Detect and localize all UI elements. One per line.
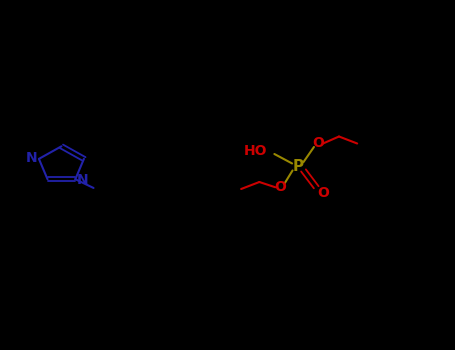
Text: O: O — [313, 136, 324, 150]
Text: N: N — [77, 173, 89, 187]
Text: N: N — [25, 151, 37, 165]
Text: P: P — [293, 159, 303, 174]
Text: O: O — [274, 180, 286, 194]
Text: O: O — [317, 186, 329, 200]
Text: HO: HO — [244, 144, 268, 158]
